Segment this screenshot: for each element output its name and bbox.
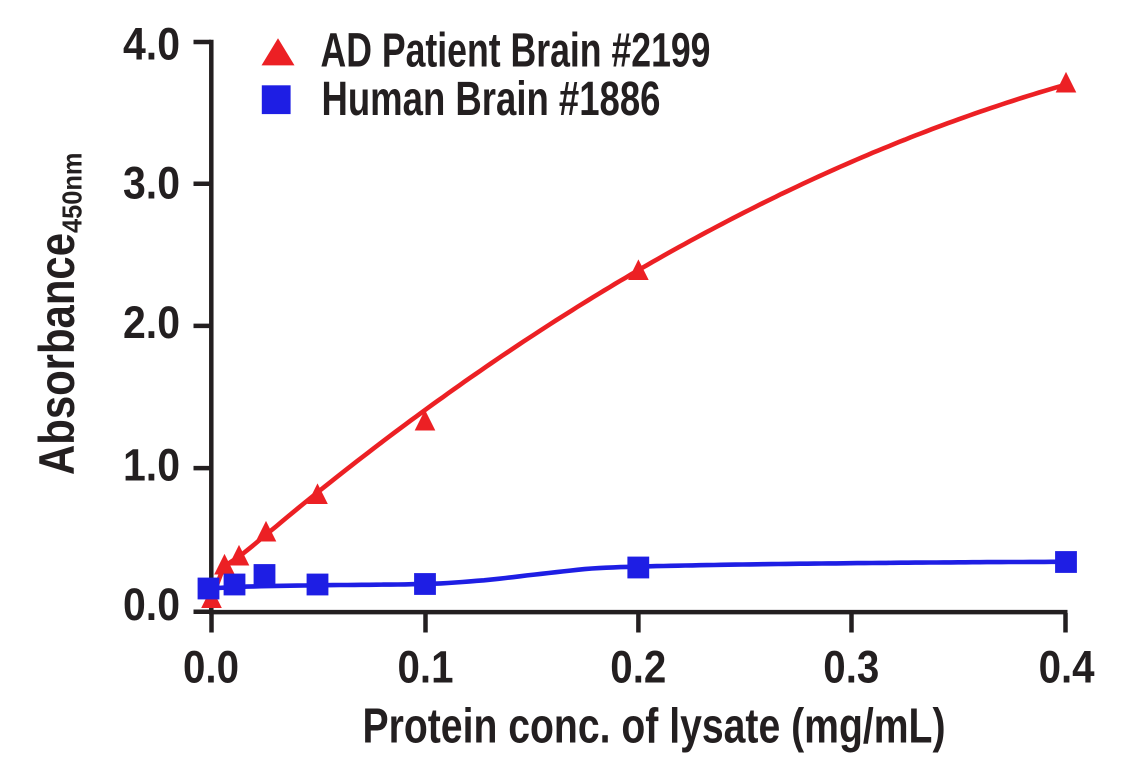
svg-text:Absorbance450nm: Absorbance450nm — [29, 153, 87, 476]
svg-text:0.1: 0.1 — [398, 642, 454, 693]
svg-text:Protein conc. of lysate (mg/mL: Protein conc. of lysate (mg/mL) — [363, 700, 946, 754]
svg-text:1.0: 1.0 — [123, 440, 180, 491]
svg-text:0.0: 0.0 — [123, 579, 180, 630]
svg-text:Human Brain #1886: Human Brain #1886 — [322, 73, 661, 126]
svg-text:0.4: 0.4 — [1039, 642, 1095, 693]
svg-text:AD Patient Brain #2199: AD Patient Brain #2199 — [321, 24, 711, 77]
svg-text:4.0: 4.0 — [123, 19, 180, 70]
svg-text:2.0: 2.0 — [123, 297, 180, 348]
svg-text:3.0: 3.0 — [123, 157, 180, 208]
svg-text:0.2: 0.2 — [610, 642, 666, 693]
svg-text:0.0: 0.0 — [183, 642, 239, 693]
svg-text:0.3: 0.3 — [823, 642, 879, 693]
